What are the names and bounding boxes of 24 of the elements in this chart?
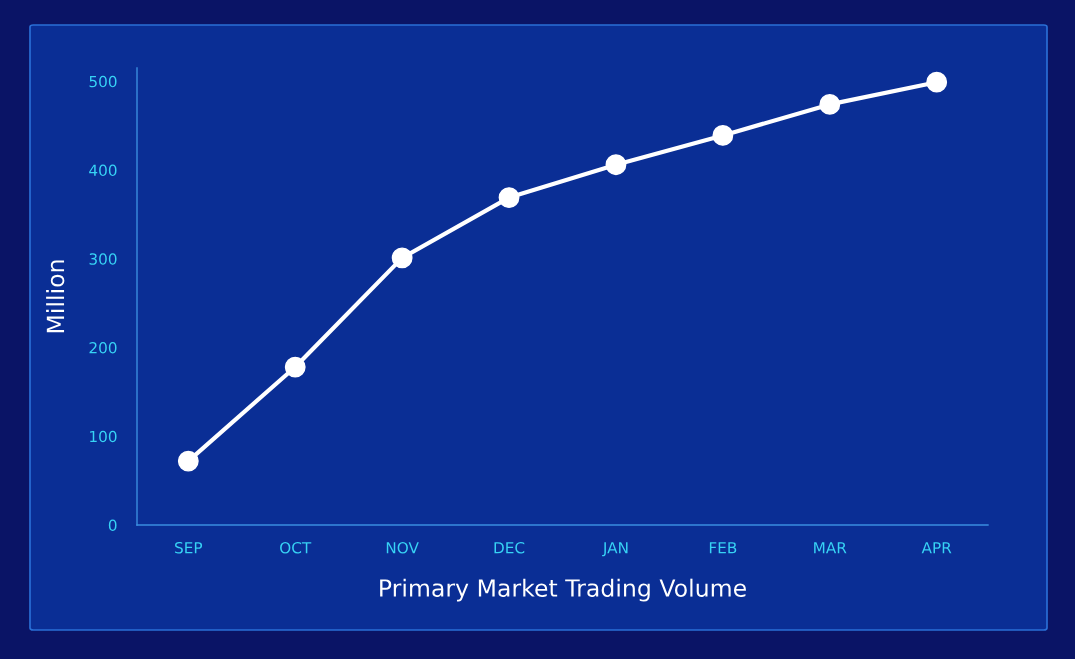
x-tick-label: SEP (175, 541, 203, 554)
y-tick-label: 300 (89, 253, 117, 265)
y-tick-label: 400 (89, 164, 117, 177)
y-tick-label: 100 (90, 430, 117, 443)
point (177, 450, 199, 472)
x-tick-label: OCT (280, 541, 312, 554)
x-axis-title: Primary Market Trading Volume (380, 578, 746, 602)
point (819, 93, 841, 115)
y-tick-label: 200 (89, 341, 117, 354)
x-tick-label: MAR (814, 542, 847, 554)
y-tick-label: 500 (89, 75, 117, 88)
point (605, 154, 627, 176)
point (391, 247, 413, 269)
point (926, 71, 948, 93)
x-tick-label: JAN (602, 542, 628, 557)
x-tick-label: APR (921, 542, 952, 554)
y-axis-title: Million (46, 260, 65, 333)
point (712, 125, 734, 146)
point (284, 356, 306, 378)
y-tick-label: 0 (108, 519, 117, 532)
x-tick-label: FEB (709, 542, 737, 554)
x-tick-label: DEC (494, 541, 525, 554)
x-tick-label: NOV (386, 541, 419, 554)
point (498, 187, 520, 208)
